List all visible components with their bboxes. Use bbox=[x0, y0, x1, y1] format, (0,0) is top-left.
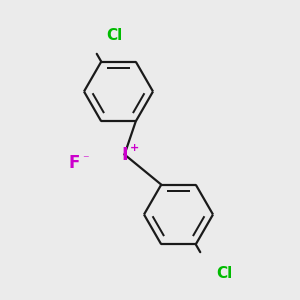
Text: F: F bbox=[68, 154, 80, 172]
Text: Cl: Cl bbox=[106, 28, 122, 44]
Text: ⁻: ⁻ bbox=[82, 153, 89, 167]
Text: I: I bbox=[121, 146, 128, 164]
Text: +: + bbox=[130, 143, 139, 153]
Text: Cl: Cl bbox=[216, 266, 232, 280]
